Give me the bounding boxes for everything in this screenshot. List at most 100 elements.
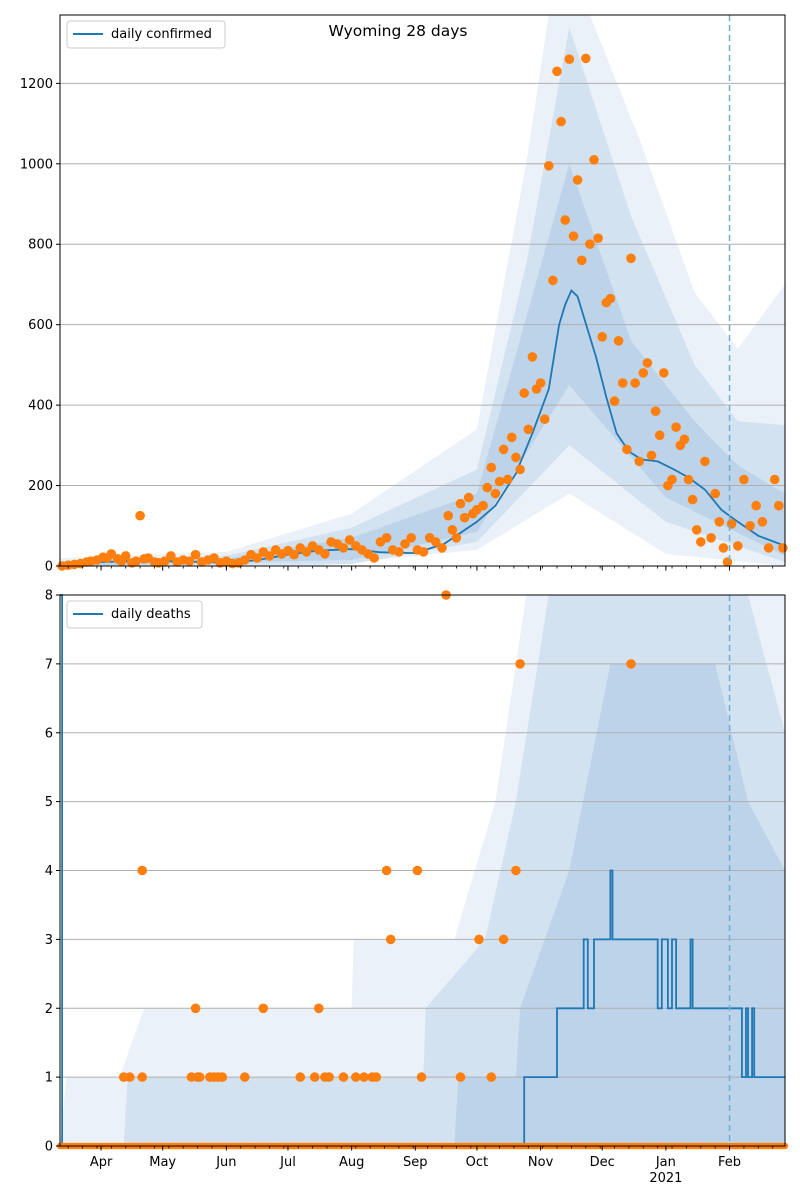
data-point xyxy=(166,551,176,561)
data-point xyxy=(217,1072,228,1082)
data-point xyxy=(646,450,657,461)
y-tick-label: 600 xyxy=(28,318,53,333)
data-point xyxy=(687,494,698,505)
deaths-legend: daily deaths xyxy=(66,600,203,629)
data-point xyxy=(710,488,720,499)
data-point xyxy=(774,500,784,511)
data-point xyxy=(560,215,570,225)
data-point xyxy=(474,934,484,945)
data-point xyxy=(683,474,694,485)
data-point xyxy=(778,543,788,553)
x-tick-label: Dec xyxy=(590,1155,615,1170)
data-point xyxy=(137,865,147,876)
data-point xyxy=(455,498,466,509)
data-point xyxy=(548,275,558,286)
y-tick-label: 3 xyxy=(45,933,53,948)
confirmed-legend: daily confirmed xyxy=(66,20,226,49)
data-point xyxy=(400,539,410,549)
data-point xyxy=(552,66,562,77)
data-point xyxy=(455,1072,466,1082)
data-point xyxy=(556,116,566,127)
y-tick-label: 1200 xyxy=(20,77,53,92)
data-point xyxy=(515,659,525,669)
data-point xyxy=(252,553,262,563)
data-point xyxy=(381,865,392,876)
data-point xyxy=(617,378,628,388)
confirmed-panel: 0 200 400 600 800 1000 1200 Wyoming 28 days da… xyxy=(20,14,788,575)
data-point xyxy=(700,456,710,467)
data-point xyxy=(482,482,493,493)
y-tick-label: 200 xyxy=(28,479,53,494)
data-point xyxy=(486,1072,497,1082)
data-point xyxy=(568,231,579,241)
data-point xyxy=(654,430,665,441)
confirmed-points xyxy=(57,53,788,571)
deaths-legend-box xyxy=(66,600,203,629)
data-point xyxy=(289,549,299,560)
deaths-panel: 0 1 2 3 4 5 6 7 8 Apr May Jun Jul Aug Sep Oct Nov Dec Jan… xyxy=(45,589,789,1186)
data-point xyxy=(412,865,423,876)
data-point xyxy=(769,474,780,485)
data-point xyxy=(135,510,145,521)
data-point xyxy=(447,525,458,535)
data-point xyxy=(381,533,392,543)
x-tick-label: Sep xyxy=(403,1155,428,1170)
data-point xyxy=(696,537,706,547)
data-point xyxy=(609,396,620,406)
data-point xyxy=(718,543,729,553)
data-point xyxy=(589,155,599,165)
data-point xyxy=(564,54,575,64)
data-point xyxy=(190,1003,201,1014)
deaths-legend-label: daily deaths xyxy=(111,607,191,622)
data-point xyxy=(371,1072,382,1082)
data-point xyxy=(385,934,396,945)
confirmed-legend-box xyxy=(66,20,226,49)
data-point xyxy=(463,492,474,503)
confirmed-plot-frame xyxy=(59,14,786,567)
data-point xyxy=(515,464,525,475)
x-tick-label: Apr xyxy=(90,1155,113,1170)
data-point xyxy=(498,444,509,455)
data-point xyxy=(642,358,653,368)
data-point xyxy=(507,432,517,443)
data-point xyxy=(572,175,583,185)
data-point xyxy=(638,368,649,378)
data-point xyxy=(120,551,131,561)
data-point xyxy=(622,444,632,455)
data-point xyxy=(679,434,690,445)
data-point xyxy=(511,865,521,876)
band-2 xyxy=(60,663,785,1146)
confirmed-x-ticks xyxy=(67,566,774,571)
data-point xyxy=(338,1072,349,1082)
data-point xyxy=(344,535,355,545)
x-tick-sublabel: 2021 xyxy=(649,1171,682,1186)
data-point xyxy=(359,1072,369,1082)
confirmed-bands xyxy=(60,15,785,567)
data-point xyxy=(671,422,681,433)
data-point xyxy=(416,1072,427,1082)
data-point xyxy=(757,517,768,527)
x-tick-label: Jul xyxy=(279,1155,296,1170)
data-point xyxy=(581,53,591,64)
data-point xyxy=(190,549,201,560)
x-tick-label: Jan xyxy=(655,1155,676,1170)
y-tick-label: 0 xyxy=(45,560,53,575)
data-point xyxy=(722,557,733,567)
data-point xyxy=(739,474,749,485)
data-point xyxy=(626,253,636,264)
data-point xyxy=(763,543,774,553)
data-point xyxy=(539,414,550,425)
data-point xyxy=(301,547,312,557)
data-point xyxy=(320,549,330,559)
data-point xyxy=(544,161,554,171)
x-tick-label: Jun xyxy=(215,1155,236,1170)
data-point xyxy=(295,1072,306,1082)
data-point xyxy=(437,543,447,553)
data-point xyxy=(576,255,587,266)
confirmed-legend-label: daily confirmed xyxy=(111,27,212,42)
data-point xyxy=(486,462,497,473)
y-tick-label: 4 xyxy=(45,864,53,879)
y-tick-label: 1 xyxy=(45,1071,53,1086)
y-tick-label: 800 xyxy=(28,238,53,253)
data-point xyxy=(258,1003,269,1014)
